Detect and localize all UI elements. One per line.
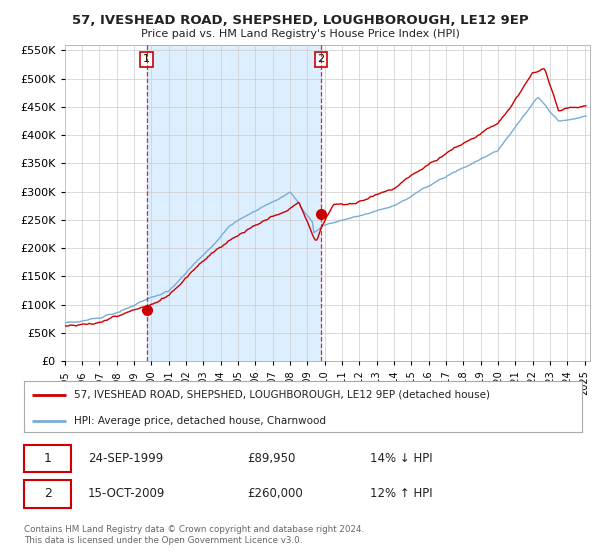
Text: Contains HM Land Registry data © Crown copyright and database right 2024.
This d: Contains HM Land Registry data © Crown c… — [24, 525, 364, 545]
Text: 57, IVESHEAD ROAD, SHEPSHED, LOUGHBOROUGH, LE12 9EP: 57, IVESHEAD ROAD, SHEPSHED, LOUGHBOROUG… — [71, 14, 529, 27]
Text: 1: 1 — [143, 54, 150, 64]
Text: Price paid vs. HM Land Registry's House Price Index (HPI): Price paid vs. HM Land Registry's House … — [140, 29, 460, 39]
Text: 24-SEP-1999: 24-SEP-1999 — [88, 452, 163, 465]
Bar — [147, 45, 321, 361]
Text: HPI: Average price, detached house, Charnwood: HPI: Average price, detached house, Char… — [74, 416, 326, 426]
Text: 2: 2 — [317, 54, 325, 64]
Text: 1: 1 — [44, 452, 52, 465]
FancyBboxPatch shape — [24, 480, 71, 507]
Text: 14% ↓ HPI: 14% ↓ HPI — [370, 452, 433, 465]
FancyBboxPatch shape — [24, 445, 71, 472]
Text: £89,950: £89,950 — [247, 452, 296, 465]
Text: £260,000: £260,000 — [247, 487, 303, 501]
Text: 57, IVESHEAD ROAD, SHEPSHED, LOUGHBOROUGH, LE12 9EP (detached house): 57, IVESHEAD ROAD, SHEPSHED, LOUGHBOROUG… — [74, 390, 490, 400]
Text: 12% ↑ HPI: 12% ↑ HPI — [370, 487, 433, 501]
Text: 15-OCT-2009: 15-OCT-2009 — [88, 487, 166, 501]
Text: 2: 2 — [44, 487, 52, 501]
